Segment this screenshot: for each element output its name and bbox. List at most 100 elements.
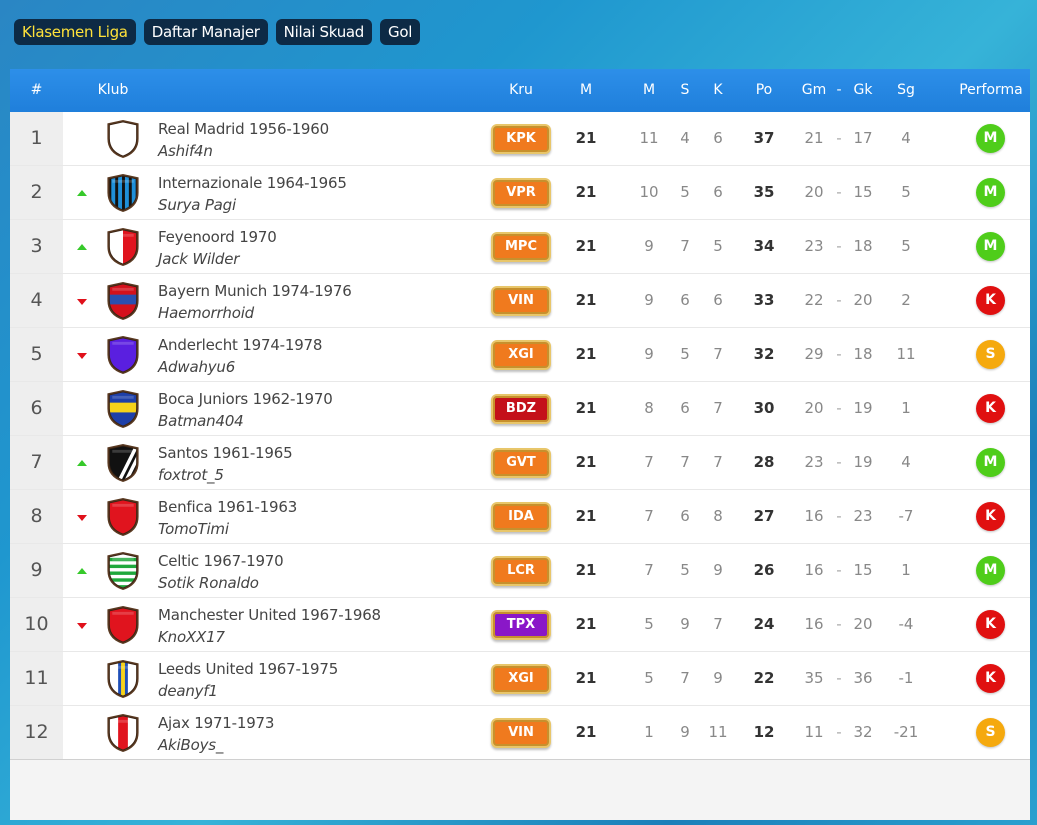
tab-nilai-skuad[interactable]: Nilai Skuad: [275, 19, 373, 45]
goals-against-cell: 15: [853, 561, 873, 579]
table-row[interactable]: 10 Manchester United 1967-1968 KnoXX17 T…: [10, 598, 1030, 652]
manager-name[interactable]: Adwahyu6: [158, 358, 236, 376]
tab-klasemen-liga[interactable]: Klasemen Liga: [14, 19, 136, 45]
table-row[interactable]: 12 Ajax 1971-1973 AkiBoys_ VIN 21 1 9 11…: [10, 706, 1030, 760]
table-row[interactable]: 4 Bayern Munich 1974-1976 Haemorrhoid VI…: [10, 274, 1030, 328]
drawn-cell: 6: [680, 507, 690, 525]
tab-gol[interactable]: Gol: [380, 19, 421, 45]
table-header: # Klub Kru M M S K Po Gm - Gk Sg Perform…: [10, 69, 1030, 112]
club-name[interactable]: Anderlecht 1974-1978: [158, 336, 323, 354]
kru-badge[interactable]: LCR: [491, 556, 551, 586]
table-row[interactable]: 11 Leeds United 1967-1975 deanyf1 XGI 21…: [10, 652, 1030, 706]
drawn-cell: 6: [680, 291, 690, 309]
points-cell: 24: [753, 615, 775, 633]
goals-separator: -: [836, 237, 842, 255]
manager-name[interactable]: KnoXX17: [158, 628, 225, 646]
won-cell: 11: [639, 129, 659, 147]
club-name[interactable]: Celtic 1967-1970: [158, 552, 284, 570]
form-badge: K: [976, 610, 1005, 639]
club-name[interactable]: Ajax 1971-1973: [158, 714, 275, 732]
header-gf: Gm: [801, 82, 827, 98]
club-name[interactable]: Real Madrid 1956-1960: [158, 120, 329, 138]
manager-name[interactable]: Sotik Ronaldo: [158, 574, 259, 592]
kru-badge[interactable]: TPX: [491, 610, 551, 640]
rank-up-icon: [77, 190, 87, 196]
header-played: M: [579, 82, 593, 98]
goals-for-cell: 16: [804, 561, 824, 579]
rank-number: 2: [10, 166, 63, 219]
manager-name[interactable]: foxtrot_5: [158, 466, 224, 484]
tab-bar: Klasemen Liga Daftar Manajer Nilai Skuad…: [14, 19, 421, 45]
goals-for-cell: 22: [804, 291, 824, 309]
club-name[interactable]: Internazionale 1964-1965: [158, 174, 347, 192]
club-name[interactable]: Manchester United 1967-1968: [158, 606, 381, 624]
kru-badge[interactable]: VIN: [491, 718, 551, 748]
table-row[interactable]: 1 Real Madrid 1956-1960 Ashif4n KPK 21 1…: [10, 112, 1030, 166]
goals-against-cell: 18: [853, 345, 873, 363]
goals-against-cell: 36: [853, 669, 873, 687]
rank-number: 8: [10, 490, 63, 543]
kru-badge[interactable]: VIN: [491, 286, 551, 316]
kru-badge[interactable]: GVT: [491, 448, 551, 478]
manager-name[interactable]: TomoTimi: [158, 520, 229, 538]
kru-badge[interactable]: KPK: [491, 124, 551, 154]
goals-separator: -: [836, 291, 842, 309]
club-name[interactable]: Leeds United 1967-1975: [158, 660, 339, 678]
club-name[interactable]: Feyenoord 1970: [158, 228, 277, 246]
table-row[interactable]: 8 Benfica 1961-1963 TomoTimi IDA 21 7 6 …: [10, 490, 1030, 544]
points-cell: 35: [753, 183, 775, 201]
played-cell: 21: [575, 399, 597, 417]
kru-badge[interactable]: VPR: [491, 178, 551, 208]
drawn-cell: 9: [680, 615, 690, 633]
goals-for-cell: 11: [804, 723, 824, 741]
manager-name[interactable]: Batman404: [158, 412, 244, 430]
manager-name[interactable]: Jack Wilder: [158, 250, 240, 268]
form-badge: K: [976, 394, 1005, 423]
table-body: 1 Real Madrid 1956-1960 Ashif4n KPK 21 1…: [10, 112, 1030, 760]
points-cell: 32: [753, 345, 775, 363]
header-points: Po: [755, 82, 773, 98]
table-row[interactable]: 5 Anderlecht 1974-1978 Adwahyu6 XGI 21 9…: [10, 328, 1030, 382]
tab-daftar-manajer[interactable]: Daftar Manajer: [143, 19, 268, 45]
rank-up-icon: [77, 460, 87, 466]
table-row[interactable]: 6 Boca Juniors 1962-1970 Batman404 BDZ 2…: [10, 382, 1030, 436]
kru-badge[interactable]: MPC: [491, 232, 551, 262]
goals-for-cell: 16: [804, 615, 824, 633]
won-cell: 7: [644, 453, 654, 471]
club-crest-icon: [106, 660, 140, 698]
goal-difference-cell: -21: [893, 723, 919, 741]
goal-difference-cell: 5: [901, 237, 911, 255]
club-crest-icon: [106, 498, 140, 536]
form-badge: M: [976, 448, 1005, 477]
table-row[interactable]: 2 Internazionale 1964-1965 Surya Pagi VP…: [10, 166, 1030, 220]
rank-up-icon: [77, 568, 87, 574]
kru-badge[interactable]: XGI: [491, 340, 551, 370]
drawn-cell: 4: [680, 129, 690, 147]
goals-separator: -: [836, 615, 842, 633]
kru-badge[interactable]: BDZ: [491, 394, 551, 424]
kru-badge[interactable]: XGI: [491, 664, 551, 694]
manager-name[interactable]: AkiBoys_: [158, 736, 224, 754]
manager-name[interactable]: Haemorrhoid: [158, 304, 254, 322]
club-name[interactable]: Boca Juniors 1962-1970: [158, 390, 333, 408]
club-name[interactable]: Santos 1961-1965: [158, 444, 293, 462]
manager-name[interactable]: deanyf1: [158, 682, 218, 700]
goals-against-cell: 15: [853, 183, 873, 201]
table-row[interactable]: 7 Santos 1961-1965 foxtrot_5 GVT 21 7 7 …: [10, 436, 1030, 490]
lost-cell: 9: [713, 669, 723, 687]
header-drawn: S: [680, 82, 690, 98]
points-cell: 26: [753, 561, 775, 579]
manager-name[interactable]: Surya Pagi: [158, 196, 236, 214]
table-row[interactable]: 9 Celtic 1967-1970 Sotik Ronaldo LCR 21 …: [10, 544, 1030, 598]
manager-name[interactable]: Ashif4n: [158, 142, 213, 160]
goal-difference-cell: 4: [901, 129, 911, 147]
table-row[interactable]: 3 Feyenoord 1970 Jack Wilder MPC 21 9 7 …: [10, 220, 1030, 274]
club-name[interactable]: Benfica 1961-1963: [158, 498, 298, 516]
kru-badge[interactable]: IDA: [491, 502, 551, 532]
club-name[interactable]: Bayern Munich 1974-1976: [158, 282, 352, 300]
goals-separator: -: [836, 453, 842, 471]
drawn-cell: 5: [680, 345, 690, 363]
goal-difference-cell: 1: [901, 561, 911, 579]
won-cell: 7: [644, 507, 654, 525]
goal-difference-cell: -4: [898, 615, 914, 633]
